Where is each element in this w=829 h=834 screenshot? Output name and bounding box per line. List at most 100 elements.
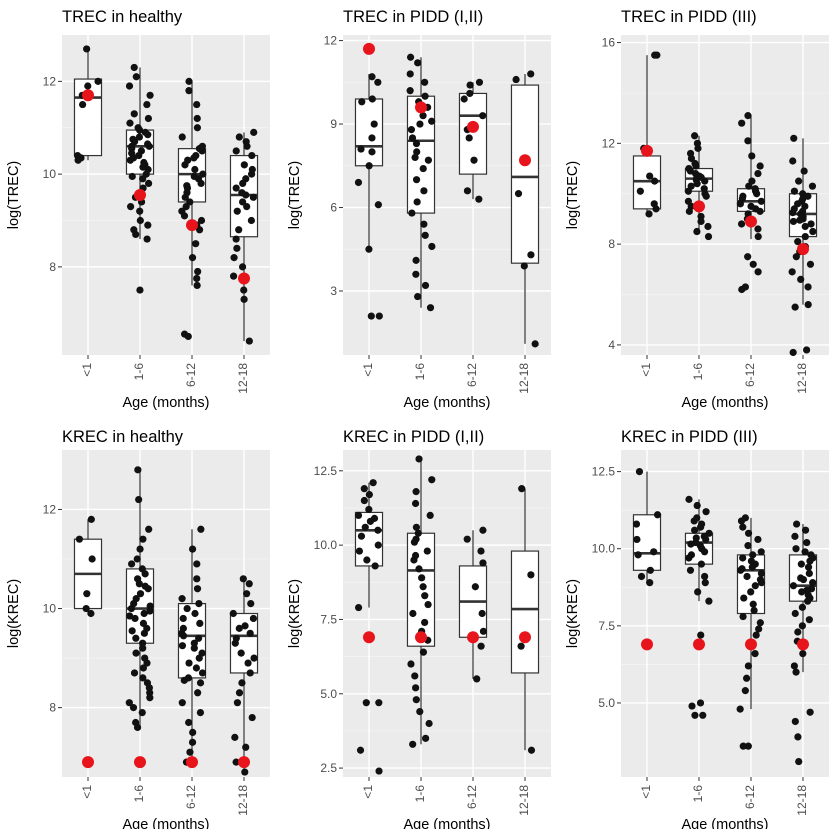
data-point (632, 520, 641, 528)
data-point (798, 622, 806, 630)
y-tick-label: 12 (324, 34, 338, 48)
x-tick-label: 6-12 (184, 785, 198, 809)
data-point (419, 112, 427, 120)
x-tick-label: 12-18 (517, 363, 531, 394)
data-point (94, 77, 102, 85)
data-point (360, 485, 368, 493)
data-point (809, 579, 817, 587)
data-point (690, 517, 698, 525)
data-point (246, 629, 254, 637)
data-point (246, 669, 254, 677)
data-point (239, 575, 247, 583)
data-point (650, 177, 659, 185)
data-point (245, 337, 253, 345)
y-axis-label: log(KREC) (287, 579, 303, 648)
data-point (415, 565, 423, 573)
data-point (744, 253, 752, 261)
reference-point (641, 144, 653, 157)
data-point (701, 579, 709, 587)
data-point (806, 708, 814, 716)
data-point (739, 742, 747, 750)
data-point (744, 137, 752, 145)
data-point (418, 574, 426, 582)
chart-panel-5: 2.5 5.0 7.5 10.0 12.5 <1 1-6 6-12 12-18 KREC in P… (287, 428, 551, 833)
data-point (426, 511, 434, 519)
y-tick-label: 7.5 (320, 612, 337, 626)
data-point (518, 485, 526, 493)
data-point (421, 618, 429, 627)
data-point (146, 694, 154, 702)
data-point (745, 182, 753, 190)
data-point (702, 508, 710, 516)
data-point (125, 82, 134, 90)
reference-point (797, 243, 809, 256)
data-point (84, 82, 92, 90)
data-point (789, 217, 798, 226)
data-point (412, 523, 421, 531)
y-tick-label: 5.0 (320, 687, 337, 701)
data-point (411, 153, 419, 162)
data-point (229, 272, 238, 280)
data-point (144, 131, 152, 139)
data-point (471, 583, 479, 591)
data-point (179, 614, 187, 623)
data-point (143, 235, 151, 243)
data-point (136, 207, 144, 215)
data-point (414, 59, 422, 67)
data-point (406, 53, 415, 61)
y-axis-label: log(TREC) (287, 161, 303, 229)
y-tick-label: 12 (602, 136, 616, 150)
data-point (138, 708, 146, 717)
data-point (801, 222, 809, 231)
chart-panel-1: 8 10 12 <1 1-6 6-12 12-18 TREC in healthy Age (m… (6, 8, 270, 411)
data-point (407, 660, 415, 668)
data-point (527, 746, 536, 754)
data-point (126, 156, 134, 164)
data-point (687, 540, 695, 548)
data-point (374, 78, 382, 86)
data-point (145, 142, 153, 150)
data-point (791, 717, 799, 726)
data-point (475, 78, 484, 86)
data-point (634, 551, 642, 559)
data-point (479, 526, 487, 534)
data-point (702, 535, 710, 544)
data-point (193, 100, 201, 109)
x-tick-label: 12-18 (236, 785, 250, 816)
data-point (738, 565, 746, 573)
data-point (744, 742, 752, 750)
data-point (804, 597, 812, 605)
data-point (75, 535, 84, 543)
data-point (744, 529, 753, 537)
data-point (248, 165, 256, 174)
data-point (136, 545, 144, 553)
data-point (791, 532, 799, 540)
data-point (82, 604, 90, 613)
data-point (744, 662, 752, 670)
x-tick-label: 1-6 (132, 363, 146, 381)
data-point (799, 650, 807, 658)
data-point (527, 251, 535, 259)
chart-panel-6: 5.0 7.5 10.0 12.5 <1 1-6 6-12 12-18 KREC in PIDD… (565, 428, 829, 833)
reference-point (519, 154, 531, 167)
data-point (180, 676, 188, 684)
data-point (181, 193, 189, 201)
data-point (194, 267, 202, 276)
data-point (790, 134, 798, 142)
data-point (178, 642, 187, 650)
data-point (88, 555, 96, 563)
data-point (357, 532, 366, 540)
data-point (178, 595, 186, 603)
data-point (232, 184, 240, 192)
x-tick-label: 6-12 (743, 363, 757, 387)
data-point (685, 495, 693, 503)
data-point (425, 719, 433, 728)
box-4 (510, 84, 540, 264)
data-point (692, 162, 700, 170)
data-point (357, 145, 365, 153)
data-point (240, 295, 248, 303)
data-point (242, 743, 250, 751)
data-point (374, 201, 382, 209)
y-axis-label: log(KREC) (6, 579, 22, 648)
data-point (370, 120, 378, 128)
